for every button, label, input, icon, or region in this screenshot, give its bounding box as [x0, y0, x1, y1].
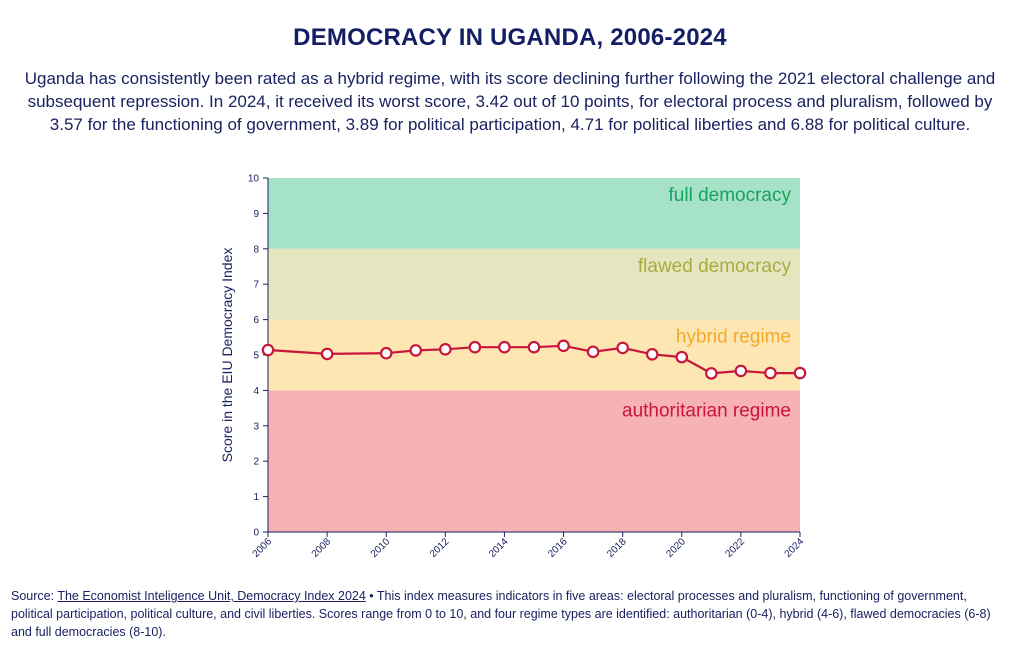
- data-point-2016: [557, 339, 570, 353]
- y-axis-title: Score in the EIU Democracy Index: [219, 248, 235, 463]
- source-note: • This index measures indicators in five…: [11, 589, 991, 639]
- y-tick-label-5: 5: [253, 351, 259, 362]
- y-tick-label-1: 1: [253, 492, 259, 503]
- x-tick-label-2006: 2006: [251, 536, 275, 560]
- x-tick-label-2024: 2024: [783, 536, 807, 560]
- data-point-2010: [379, 346, 393, 360]
- y-tick-label-3: 3: [253, 421, 259, 432]
- regime-bands: [268, 178, 800, 532]
- data-point-2023: [764, 366, 777, 380]
- y-tick-label-0: 0: [253, 528, 259, 539]
- x-tick-label-2016: 2016: [546, 536, 570, 560]
- band-full-democracy: [268, 178, 800, 249]
- chart-title: DEMOCRACY IN UGANDA, 2006-2024: [293, 24, 727, 51]
- x-tick-label-2022: 2022: [723, 536, 747, 560]
- data-point-2006: [261, 343, 275, 357]
- data-point-2011: [409, 344, 423, 357]
- score-series: [261, 339, 807, 380]
- data-point-2022: [734, 364, 748, 378]
- footer-note: Source: The Economist Inteligence Unit, …: [11, 587, 1011, 641]
- data-point-2013: [468, 340, 482, 354]
- data-point-2015: [527, 340, 541, 354]
- x-tick-label-2014: 2014: [487, 536, 511, 560]
- data-point-2014: [498, 340, 511, 354]
- x-tick-label-2008: 2008: [310, 536, 334, 560]
- data-point-2019: [645, 347, 659, 361]
- band-label-authoritarian-regime: authoritarian regime: [622, 400, 791, 421]
- data-point-2021: [705, 367, 718, 380]
- data-point-2012: [439, 343, 452, 356]
- band-label-flawed-democracy: flawed democracy: [638, 256, 792, 277]
- band-flawed-democracy: [268, 248, 800, 320]
- chart-subtitle: Uganda has consistently been rated as a …: [24, 69, 996, 134]
- x-tick-label-2010: 2010: [369, 536, 393, 560]
- data-point-2024: [793, 366, 807, 380]
- y-tick-label-7: 7: [253, 280, 259, 291]
- democracy-line-chart: full democracy flawed democracy hybrid reg…: [219, 174, 807, 560]
- data-point-2008: [320, 347, 334, 361]
- source-link[interactable]: The Economist Inteligence Unit, Democrac…: [57, 589, 366, 603]
- y-tick-label-4: 4: [253, 386, 259, 397]
- y-tick-label-6: 6: [253, 315, 259, 326]
- x-tick-label-2020: 2020: [664, 536, 688, 560]
- y-tick-label-2: 2: [253, 457, 259, 468]
- source-prefix: Source:: [11, 589, 58, 603]
- band-label-full-democracy: full democracy: [669, 185, 792, 206]
- band-authoritarian-regime: [268, 390, 800, 532]
- y-tick-label-9: 9: [253, 209, 259, 220]
- x-tick-label-2018: 2018: [605, 536, 629, 560]
- data-point-2018: [616, 341, 629, 355]
- regime-band-labels: full democracy flawed democracy hybrid reg…: [622, 185, 791, 421]
- data-point-2017: [586, 345, 600, 359]
- y-tick-label-10: 10: [248, 174, 260, 185]
- x-tick-label-2012: 2012: [428, 536, 452, 560]
- y-tick-label-8: 8: [253, 244, 259, 255]
- band-label-hybrid-regime: hybrid regime: [676, 327, 791, 348]
- data-point-2020: [675, 350, 689, 364]
